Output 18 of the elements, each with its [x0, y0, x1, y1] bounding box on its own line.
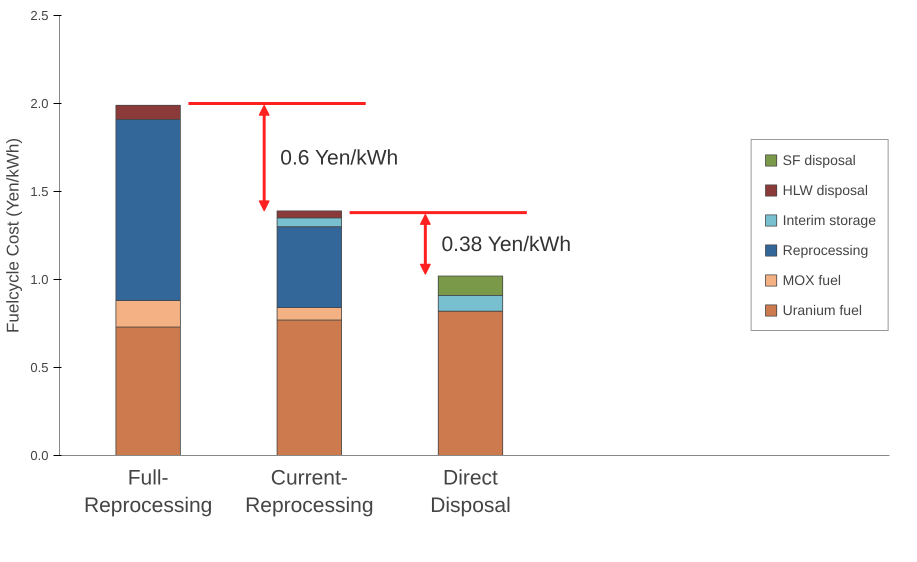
x-tick-label: Current- Reprocessing	[245, 466, 374, 518]
y-tick-label: 0.0	[30, 448, 49, 463]
y-tick-label: 0.5	[30, 360, 49, 375]
legend-label: MOX fuel	[782, 272, 841, 288]
x-tick-label: Full- Reprocessing	[84, 466, 212, 518]
y-tick-label: 2.5	[30, 8, 49, 23]
y-tick-label: 1.0	[30, 272, 49, 287]
legend-label: Reprocessing	[782, 242, 868, 258]
annotation: 0.38 Yen/kWh	[441, 232, 572, 256]
y-axis-title: Fuelcycle Cost (Yen/kWh)	[3, 138, 22, 333]
x-tick-label: Direct Disposal	[430, 466, 511, 518]
legend-label: Uranium fuel	[782, 302, 862, 318]
y-tick-label: 1.5	[30, 184, 49, 199]
legend-label: Interim storage	[782, 212, 876, 228]
y-tick-label: 2.0	[30, 96, 49, 111]
annotation: 0.6 Yen/kWh	[280, 146, 398, 170]
legend-label: SF disposal	[782, 152, 856, 168]
legend-label: HLW disposal	[782, 182, 868, 198]
